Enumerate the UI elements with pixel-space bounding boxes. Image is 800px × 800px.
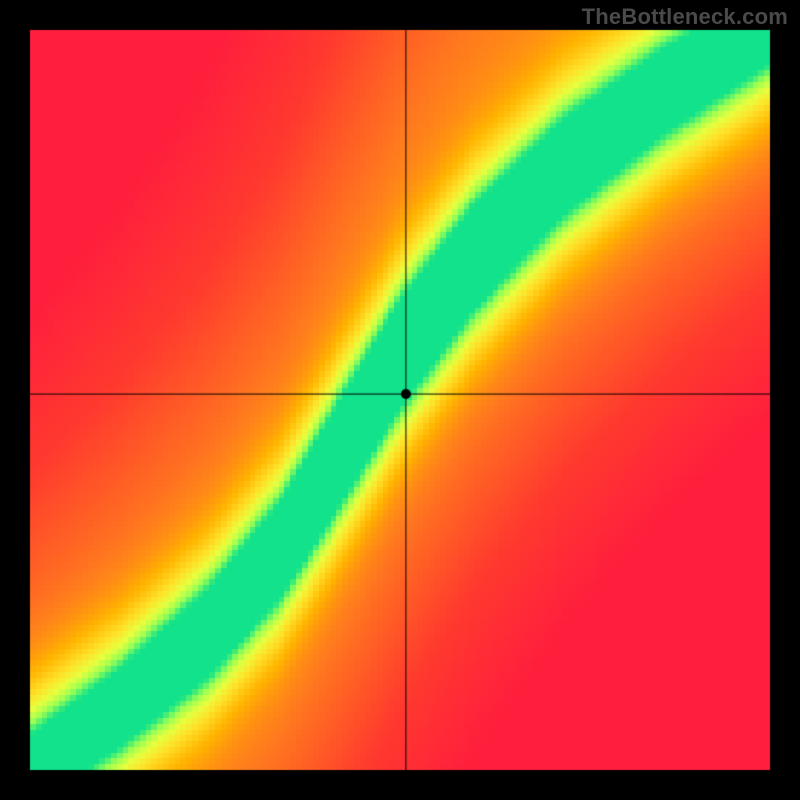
attribution-text: TheBottleneck.com xyxy=(582,4,788,30)
bottleneck-heatmap xyxy=(0,0,800,800)
